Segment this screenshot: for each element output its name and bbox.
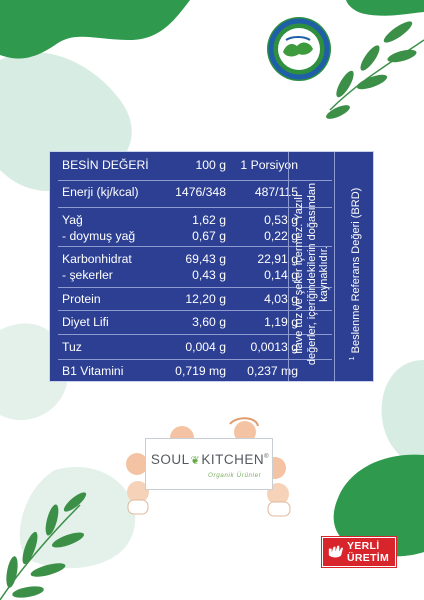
protein-row: Protein 12,20 g 4,03 g (58, 288, 332, 311)
sugars-label: - şekerler (62, 267, 113, 282)
energy-label: Enerji (kj/kcal) (62, 185, 139, 199)
protein-100g: 12,20 g (185, 292, 226, 306)
salt-100g: 0,004 g (185, 340, 226, 354)
protein-portion: 4,03 g (264, 292, 298, 306)
fiber-100g: 3,60 g (192, 315, 226, 329)
b1-portion-pct-line: (%47,4)1 (226, 380, 298, 399)
fiber-row: Diyet Lifi 3,60 g 1,19 g (58, 311, 332, 335)
side-note-text: İlave tuz ve şeker içermez. Yazılı değer… (293, 182, 331, 366)
local-production-badge: YERLİ ÜRETİM (321, 536, 397, 568)
reference-sup: 1 (349, 356, 357, 361)
b1-100g-sup: 1 (222, 383, 226, 391)
brand-tagline: Organik Ürünler (208, 472, 262, 479)
brand-name: SOUL❦KITCHEN® (146, 452, 274, 467)
header-per-100g: 100 g (195, 158, 227, 172)
fat-100g: 1,62 g (192, 213, 226, 227)
sugars-100g: 0,43 g (192, 267, 226, 282)
sugars-portion: 0,14 g (264, 267, 298, 282)
saturated-row: - doymuş yağ 0,67 g 0,22 g (58, 229, 332, 245)
fiber-portion: 1,19 g (264, 315, 298, 329)
green-blob-top (0, 0, 190, 59)
b1-100g-pct: (%143,8) (172, 382, 223, 397)
carbs-row: Karbonhidrat 69,43 g 22,91 g (58, 252, 332, 268)
b1-label: B1 Vitamini (62, 364, 124, 378)
table-header-row: BESİN DEĞERİ 100 g 1 Porsiyon (58, 158, 332, 181)
leaf-icon: ❦ (190, 455, 201, 467)
fat-label: Yağ (62, 213, 83, 227)
side-note: İlave tuz ve şeker içermez. Yazılı değer… (290, 174, 334, 374)
b1-portion-value: 0,237 mg (247, 364, 298, 378)
reference-note: 1 Beslenme Referans Değeri (BRD) (333, 174, 377, 374)
salt-label: Tuz (62, 340, 82, 354)
badge-line-1: YERLİ (347, 540, 380, 552)
green-blob-bottom-right (333, 454, 424, 557)
brand-logo: SOUL❦KITCHEN® Organik Ürünler (145, 438, 273, 490)
light-blob-bottom (19, 467, 136, 569)
fat-group: Yağ 1,62 g 0,53 g - doymuş yağ 0,67 g 0,… (58, 208, 332, 247)
carbs-label: Karbonhidrat (62, 252, 132, 266)
header-name: BESİN DEĞERİ (62, 158, 149, 172)
b1-portion-sup: 1 (294, 383, 298, 391)
badge-text: YERLİ ÜRETİM (347, 540, 390, 564)
carbs-100g: 69,43 g (185, 252, 226, 266)
leaf-branch-bottom-left (0, 492, 87, 600)
saturated-100g: 0,67 g (192, 228, 226, 243)
header-per-portion: 1 Porsiyon (240, 158, 298, 172)
registered-mark: ® (264, 454, 270, 460)
b1-row: B1 Vitamini 0,719 mg (%143,8)1 0,237 mg … (58, 360, 332, 398)
carbs-group: Karbonhidrat 69,43 g 22,91 g - şekerler … (58, 247, 332, 288)
leaf-branch-top-right (326, 21, 424, 119)
b1-100g: 0,719 mg (%143,8)1 (158, 364, 226, 398)
salt-portion: 0,0013 g (250, 340, 298, 354)
brand-name-right: KITCHEN (201, 452, 265, 467)
sugars-row: - şekerler 0,43 g 0,14 g (58, 268, 332, 284)
fat-portion: 0,53 g (264, 213, 298, 227)
b1-100g-pct-line: (%143,8)1 (158, 380, 226, 399)
b1-portion: 0,237 mg (%47,4)1 (226, 364, 298, 398)
column-divider-2 (334, 152, 335, 381)
column-divider-1 (288, 152, 289, 381)
salt-row: Tuz 0,004 g 0,0013 g (58, 335, 332, 360)
fiber-label: Diyet Lifi (62, 315, 109, 329)
organic-certification-seal-icon (267, 17, 331, 81)
badge-line-2: ÜRETİM (347, 551, 390, 564)
light-blob-right (381, 360, 424, 466)
reference-text: Beslenme Referans Değeri (BRD) (350, 187, 363, 354)
reference-note-line: 1 Beslenme Referans Değeri (BRD) (347, 174, 363, 374)
nutrition-panel: BESİN DEĞERİ 100 g 1 Porsiyon Enerji (kj… (49, 151, 377, 397)
brand-name-left: SOUL (150, 452, 190, 467)
saturated-label: - doymuş yağ (62, 228, 136, 243)
green-blob-top-right (346, 0, 424, 16)
energy-portion: 487/115 (254, 185, 298, 199)
b1-portion-pct: (%47,4) (251, 382, 295, 397)
hand-icon (328, 545, 344, 558)
protein-label: Protein (62, 292, 101, 306)
energy-row: Enerji (kj/kcal) 1476/348 487/115 (58, 181, 332, 208)
saturated-portion: 0,22 g (264, 228, 298, 243)
carbs-portion: 22,91 g (257, 252, 298, 266)
fat-row: Yağ 1,62 g 0,53 g (58, 213, 332, 229)
nutrition-table: BESİN DEĞERİ 100 g 1 Porsiyon Enerji (kj… (58, 158, 332, 398)
b1-100g-value: 0,719 mg (175, 364, 226, 378)
energy-100g: 1476/348 (175, 185, 226, 199)
